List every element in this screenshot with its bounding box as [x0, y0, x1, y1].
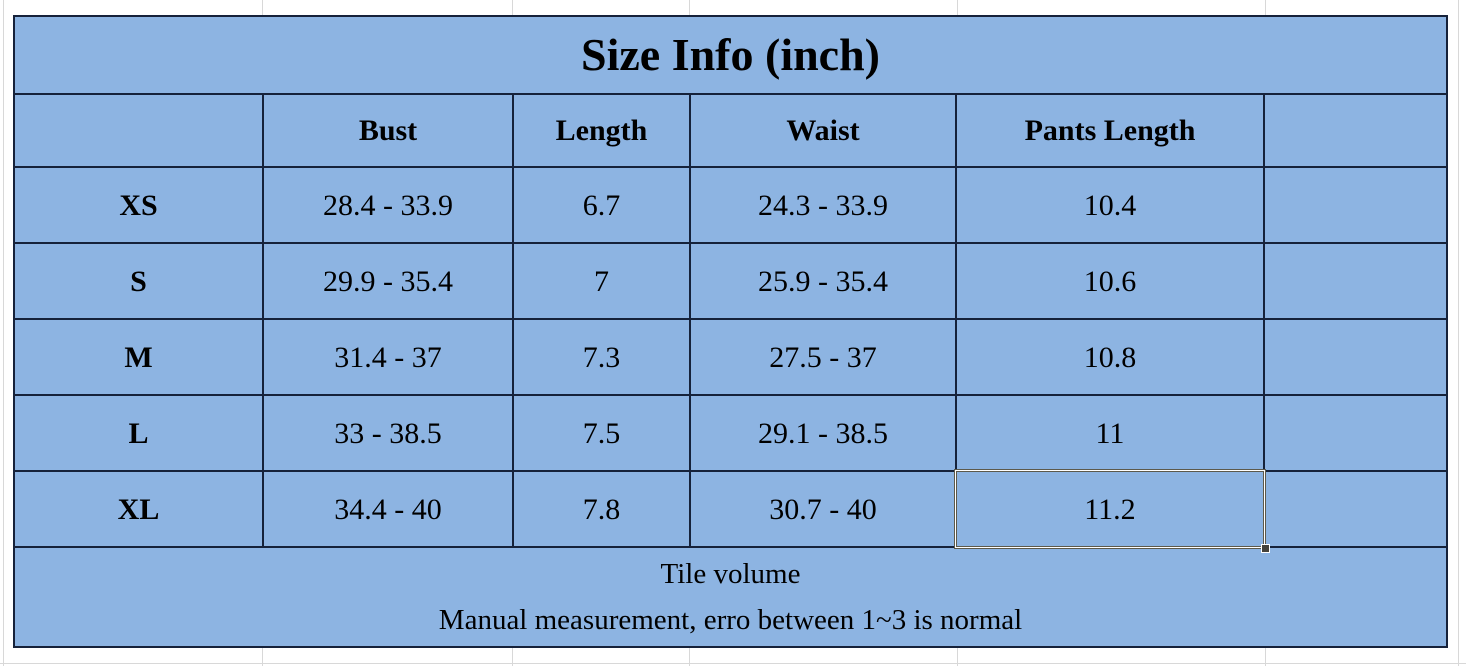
sheet-gridline-vertical	[3, 0, 4, 666]
cell-m-length[interactable]: 7.3	[514, 320, 689, 394]
cell-xs-pants-length[interactable]: 10.4	[957, 168, 1263, 242]
cell-s-pants-length[interactable]: 10.6	[957, 244, 1263, 318]
cell-m-waist[interactable]: 27.5 - 37	[691, 320, 955, 394]
cell-m-bust[interactable]: 31.4 - 37	[264, 320, 512, 394]
cell-xl-size[interactable]: XL	[15, 472, 262, 546]
cell-xl-length[interactable]: 7.8	[514, 472, 689, 546]
cell-l-trailing-empty[interactable]	[1265, 396, 1446, 470]
cell-s-waist[interactable]: 25.9 - 35.4	[691, 244, 955, 318]
cell-xs-trailing-empty[interactable]	[1265, 168, 1446, 242]
cell-s-length[interactable]: 7	[514, 244, 689, 318]
cell-s-size[interactable]: S	[15, 244, 262, 318]
sheet-gridline-vertical	[1458, 0, 1459, 666]
table-footer-cell[interactable]: Tile volume Manual measurement, erro bet…	[15, 548, 1446, 646]
cell-xs-bust[interactable]: 28.4 - 33.9	[264, 168, 512, 242]
header-cell-bust[interactable]: Bust	[264, 95, 512, 166]
header-cell-pants-length[interactable]: Pants Length	[957, 95, 1263, 166]
cell-s-bust[interactable]: 29.9 - 35.4	[264, 244, 512, 318]
cell-l-size[interactable]: L	[15, 396, 262, 470]
cell-s-trailing-empty[interactable]	[1265, 244, 1446, 318]
cell-l-pants-length[interactable]: 11	[957, 396, 1263, 470]
cell-m-pants-length[interactable]: 10.8	[957, 320, 1263, 394]
cell-xs-length[interactable]: 6.7	[514, 168, 689, 242]
cell-l-bust[interactable]: 33 - 38.5	[264, 396, 512, 470]
footer-note-line2: Manual measurement, erro between 1~3 is …	[438, 604, 1023, 636]
cell-l-waist[interactable]: 29.1 - 38.5	[691, 396, 955, 470]
header-cell-empty[interactable]	[15, 95, 262, 166]
cell-xl-bust[interactable]: 34.4 - 40	[264, 472, 512, 546]
cell-xs-waist[interactable]: 24.3 - 33.9	[691, 168, 955, 242]
header-cell-waist[interactable]: Waist	[691, 95, 955, 166]
cell-m-trailing-empty[interactable]	[1265, 320, 1446, 394]
sheet-gridline-horizontal	[0, 663, 1466, 664]
header-cell-trailing-empty[interactable]	[1265, 95, 1446, 166]
table-title-cell[interactable]: Size Info (inch)	[15, 17, 1446, 93]
footer-note-line1: Tile volume	[660, 558, 801, 590]
size-info-table: Size Info (inch) Bust Length Waist Pants…	[13, 15, 1448, 648]
cell-xl-waist[interactable]: 30.7 - 40	[691, 472, 955, 546]
cell-m-size[interactable]: M	[15, 320, 262, 394]
cell-xl-trailing-empty[interactable]	[1265, 472, 1446, 546]
cell-xl-pants-length selected-cell[interactable]: 11.2	[957, 472, 1263, 546]
header-cell-length[interactable]: Length	[514, 95, 689, 166]
cell-xs-size[interactable]: XS	[15, 168, 262, 242]
cell-l-length[interactable]: 7.5	[514, 396, 689, 470]
